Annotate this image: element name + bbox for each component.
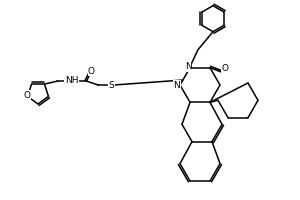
Text: S: S (109, 81, 114, 90)
Text: NH: NH (65, 76, 78, 85)
Text: N: N (184, 62, 191, 71)
Text: O: O (221, 64, 229, 73)
Text: O: O (88, 67, 95, 76)
Text: N: N (174, 80, 180, 90)
Text: O: O (23, 91, 31, 100)
